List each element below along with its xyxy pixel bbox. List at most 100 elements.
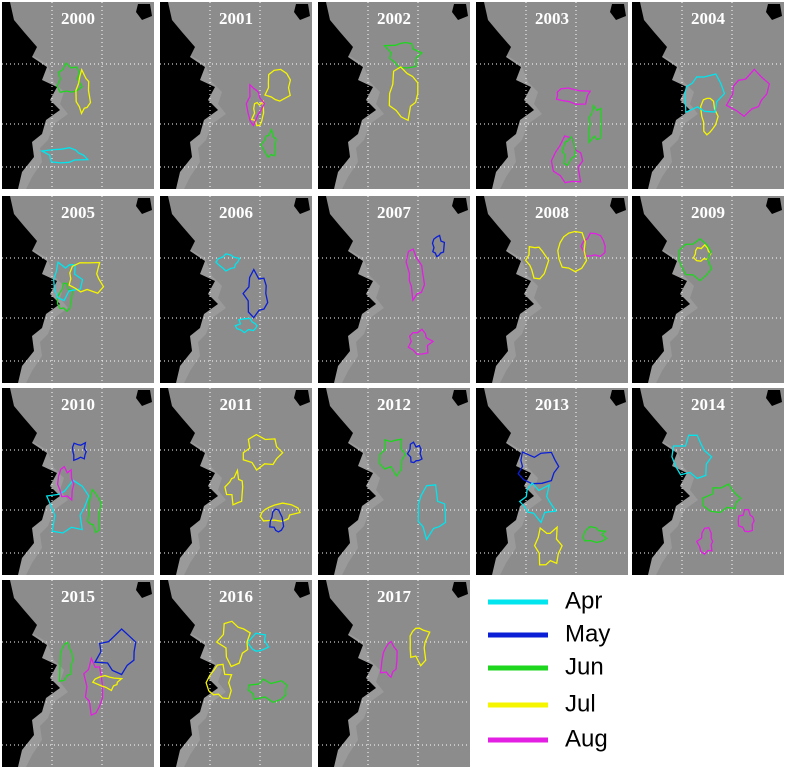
panel-title: 2017 — [377, 587, 412, 606]
panel-title: 2003 — [535, 9, 569, 28]
island — [766, 198, 782, 214]
land — [632, 388, 690, 575]
bloom-contour — [378, 438, 407, 478]
legend-label: Apr — [565, 587, 602, 614]
bloom-contour — [91, 674, 124, 692]
map-panel: 2006 — [160, 196, 312, 383]
island — [610, 4, 626, 20]
island — [294, 390, 310, 406]
bloom-contour — [86, 488, 102, 534]
bloom-contour — [58, 641, 74, 682]
map-panel: 2009 — [632, 196, 784, 383]
bloom-contour — [407, 328, 435, 355]
bloom-contour — [517, 451, 560, 485]
bloom-contour — [68, 261, 105, 294]
bloom-contour — [269, 508, 285, 533]
bloom-contour — [56, 465, 75, 502]
island — [452, 198, 468, 214]
land-gray — [18, 632, 68, 767]
bloom-contour — [388, 66, 419, 122]
bloom-contour — [205, 663, 233, 700]
land-gray — [176, 54, 226, 189]
bloom-contour — [83, 656, 104, 717]
land-gray — [334, 248, 384, 383]
panel-title: 2005 — [61, 203, 95, 222]
land-gray — [334, 632, 384, 767]
island — [294, 582, 310, 598]
map-panel: 2011 — [160, 388, 312, 575]
legend: Apr May Jun Jul Aug — [488, 587, 610, 752]
map-panel: 2015 — [2, 580, 154, 767]
land-gray — [334, 440, 384, 575]
bloom-contour — [524, 245, 550, 280]
panel-title: 2007 — [377, 203, 412, 222]
map-panel: 2016 — [160, 580, 312, 767]
bloom-contour — [379, 640, 398, 679]
bloom-contour — [561, 135, 576, 167]
land-gray — [18, 440, 68, 575]
bloom-contour — [699, 97, 719, 136]
land — [632, 2, 690, 189]
bloom-contour — [701, 483, 742, 514]
land-gray — [492, 440, 542, 575]
bloom-contour — [215, 253, 241, 272]
land-gray — [648, 54, 698, 189]
bloom-contour — [406, 441, 423, 464]
bloom-contour — [580, 232, 606, 258]
island — [610, 198, 626, 214]
bloom-contour — [215, 620, 251, 668]
bloom-contour — [678, 237, 713, 282]
bloom-contour — [557, 230, 588, 273]
land — [318, 2, 376, 189]
bloom-contour — [242, 433, 284, 471]
island — [294, 4, 310, 20]
island — [136, 582, 152, 598]
legend-label: May — [565, 620, 610, 647]
panel-title: 2011 — [219, 395, 252, 414]
land-gray — [648, 440, 698, 575]
land-gray — [492, 54, 542, 189]
bloom-contour — [417, 484, 447, 541]
bloom-contour — [71, 441, 87, 462]
land-gray — [334, 54, 384, 189]
land-gray — [176, 632, 226, 767]
panel-title: 2014 — [691, 395, 726, 414]
panel-title: 2004 — [691, 9, 726, 28]
island — [610, 390, 626, 406]
panel-title: 2012 — [377, 395, 411, 414]
land — [2, 196, 60, 383]
bloom-contour — [245, 83, 266, 127]
bloom-contour — [409, 627, 431, 667]
bloom-contour — [725, 68, 771, 118]
land — [2, 388, 60, 575]
bloom-contour — [587, 103, 603, 145]
land — [318, 580, 376, 767]
legend-label: Jun — [565, 653, 604, 680]
panel-title: 2000 — [61, 9, 95, 28]
island — [452, 4, 468, 20]
bloom-contour — [260, 127, 277, 159]
land — [160, 388, 218, 575]
map-panel: 2008 — [476, 196, 628, 383]
land — [160, 580, 218, 767]
map-panel: 2014 — [632, 388, 784, 575]
land-gray — [648, 248, 698, 383]
land — [2, 2, 60, 189]
island — [766, 4, 782, 20]
panel-title: 2013 — [535, 395, 569, 414]
panel-title: 2002 — [377, 9, 411, 28]
land — [476, 196, 534, 383]
island — [136, 198, 152, 214]
map-panel: 2005 — [2, 196, 154, 383]
map-panel: 2017 — [318, 580, 470, 767]
land — [318, 388, 376, 575]
map-panel: 2003 — [476, 2, 628, 189]
map-panel: 2007 — [318, 196, 470, 383]
bloom-contour — [582, 525, 608, 544]
legend-label: Jul — [565, 690, 596, 717]
panel-title: 2009 — [691, 203, 725, 222]
bloom-contour — [39, 147, 90, 164]
bloom-contour — [224, 468, 244, 506]
island — [766, 390, 782, 406]
